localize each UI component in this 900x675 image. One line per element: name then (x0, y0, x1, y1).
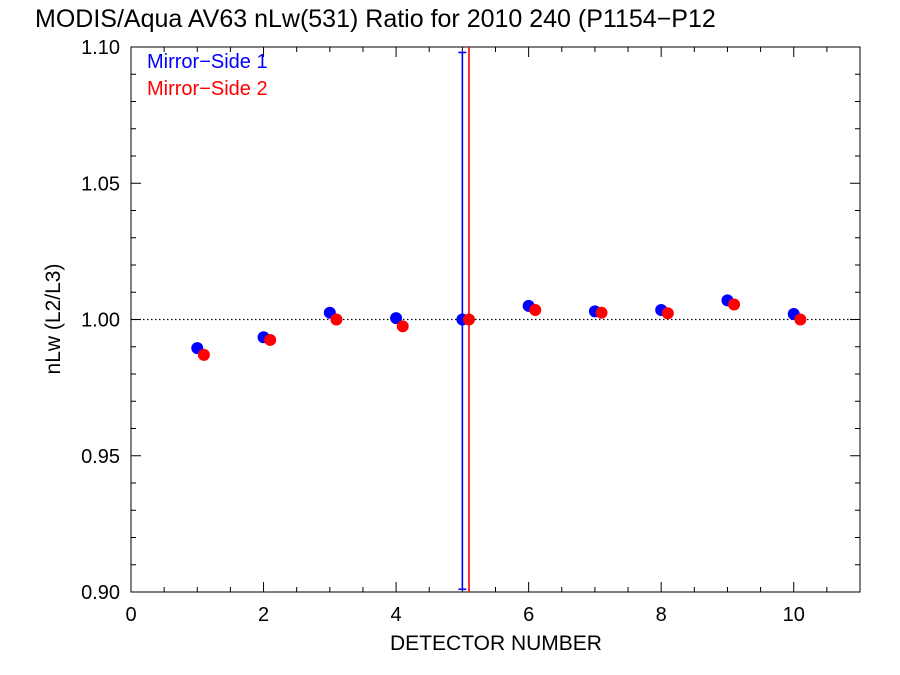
data-point-mirror-side-2 (330, 313, 343, 326)
x-tick-label: 6 (523, 604, 534, 626)
data-point-mirror-side-2 (661, 307, 674, 320)
y-tick-label: 1.00 (81, 310, 120, 332)
data-point-mirror-side-2 (396, 320, 409, 333)
x-tick-label: 10 (783, 604, 805, 626)
x-tick-label: 8 (656, 604, 667, 626)
data-point-mirror-side-2 (529, 303, 542, 316)
axis-tick-labels: 0 2 4 6 8 10 0.90 0.95 1.00 1.05 1.10 (81, 37, 805, 626)
y-tick-label: 0.95 (81, 446, 120, 468)
data-point-mirror-side-2 (728, 298, 741, 311)
data-point-mirror-side-2 (595, 306, 608, 319)
axis-ticks (130, 46, 860, 593)
chart-title: MODIS/Aqua AV63 nLw(531) Ratio for 2010 … (35, 5, 716, 33)
y-tick-label: 1.05 (81, 173, 120, 195)
x-tick-label: 4 (391, 604, 402, 626)
legend-entry-mirror-side-1: Mirror−Side 1 (147, 51, 268, 73)
x-axis-label: DETECTOR NUMBER (390, 632, 602, 655)
y-tick-label: 1.10 (81, 37, 120, 59)
y-tick-label: 0.90 (81, 582, 120, 604)
data-point-mirror-side-2 (462, 313, 475, 326)
x-tick-label: 2 (258, 604, 269, 626)
legend-entry-mirror-side-2: Mirror−Side 2 (147, 78, 268, 100)
data-point-mirror-side-1 (390, 312, 403, 325)
x-tick-label: 0 (125, 604, 136, 626)
data-point-mirror-side-2 (264, 333, 277, 346)
data-point-mirror-side-2 (197, 348, 210, 361)
data-point-mirror-side-2 (794, 313, 807, 326)
y-axis-label: nLw (L2/L3) (42, 264, 65, 375)
data-points (191, 294, 807, 361)
